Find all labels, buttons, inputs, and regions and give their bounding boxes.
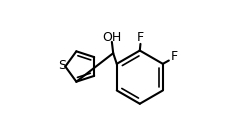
Text: OH: OH [102, 31, 122, 44]
Text: F: F [137, 31, 144, 44]
Text: S: S [58, 59, 66, 72]
Text: F: F [171, 50, 178, 63]
